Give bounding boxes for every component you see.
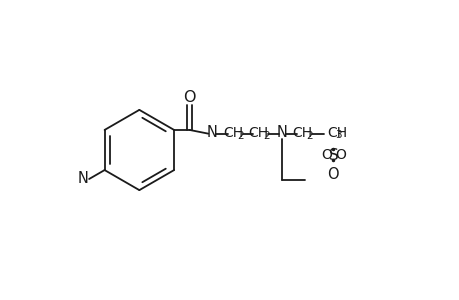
- Text: N: N: [206, 125, 217, 140]
- Text: CH: CH: [248, 126, 268, 140]
- Text: 2: 2: [306, 131, 313, 141]
- Text: N: N: [78, 172, 89, 187]
- Text: 3: 3: [334, 130, 341, 140]
- Text: CH: CH: [291, 126, 312, 140]
- Text: 2: 2: [237, 131, 244, 141]
- Text: O: O: [334, 148, 345, 162]
- Text: O: O: [327, 167, 338, 182]
- Text: 2: 2: [263, 131, 269, 141]
- Text: O: O: [320, 148, 331, 162]
- Text: S: S: [328, 148, 337, 163]
- Text: O: O: [183, 90, 196, 105]
- Text: CH: CH: [223, 126, 243, 140]
- Text: N: N: [276, 125, 287, 140]
- Text: CH: CH: [326, 126, 346, 140]
